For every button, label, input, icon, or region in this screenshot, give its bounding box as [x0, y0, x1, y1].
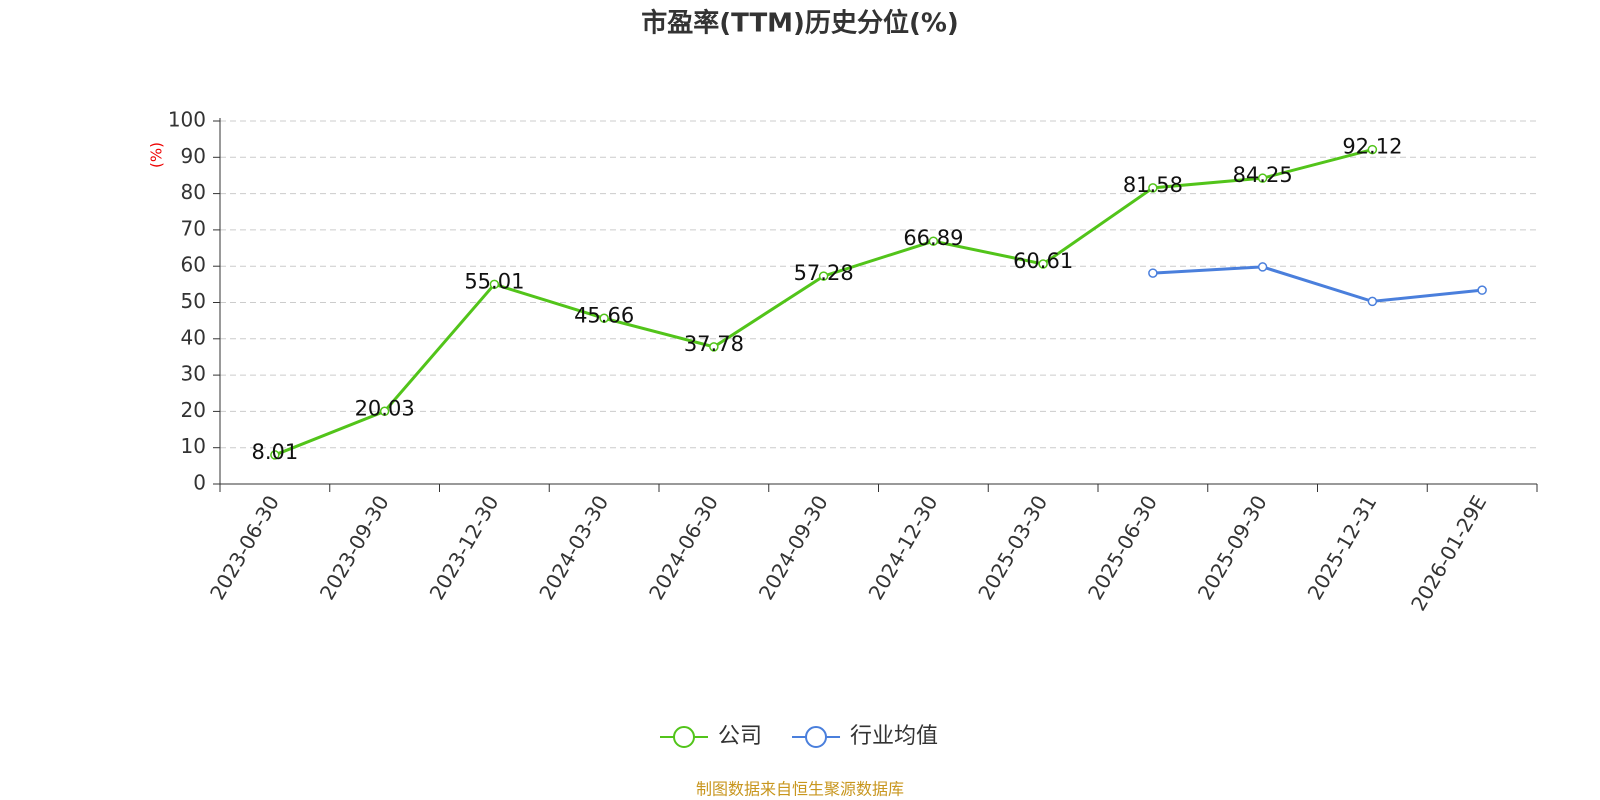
- point: [1257, 262, 1268, 272]
- point: [1367, 144, 1378, 155]
- x-tick-label: 2024-03-30: [534, 491, 613, 604]
- legend-label: 行业均值: [850, 724, 938, 749]
- point: [1477, 285, 1487, 295]
- point: [928, 236, 939, 246]
- y-axis-label: (%): [148, 142, 166, 168]
- data-label: 20.03: [355, 396, 415, 420]
- y-tick-label: 100: [168, 108, 206, 132]
- data-label: 45.66: [574, 303, 634, 327]
- source-note: 制图数据来自恒生聚源数据库: [696, 780, 904, 799]
- x-tick-label: 2024-12-30: [864, 491, 943, 604]
- point: [709, 342, 719, 352]
- x-tick-label: 2025-09-30: [1193, 491, 1272, 604]
- y-tick-label: 50: [181, 289, 206, 313]
- data-label: 92.12: [1342, 135, 1402, 159]
- data-label: 55.01: [464, 269, 524, 293]
- point: [1367, 296, 1378, 307]
- y-tick-label: 80: [181, 180, 206, 204]
- x-tick-label: 2023-06-30: [205, 491, 284, 604]
- y-tick-label: 90: [181, 144, 206, 168]
- legend-marker: [805, 726, 828, 748]
- point: [818, 271, 829, 281]
- legend-label: 公司: [718, 724, 762, 749]
- y-tick-label: 40: [181, 325, 206, 349]
- data-label: 37.78: [684, 332, 744, 356]
- y-tick-label: 20: [181, 398, 206, 422]
- data-label: 57.28: [794, 261, 854, 285]
- y-tick-label: 70: [181, 216, 206, 240]
- x-tick-label: 2026-01-29E: [1406, 491, 1491, 615]
- data-label: 8.01: [251, 440, 298, 464]
- data-label: 81.58: [1123, 173, 1183, 197]
- y-tick-label: 60: [181, 253, 206, 277]
- point: [599, 313, 609, 324]
- x-tick-label: 2024-06-30: [644, 491, 723, 604]
- point: [1148, 268, 1158, 278]
- point: [489, 279, 500, 290]
- point: [1038, 259, 1048, 269]
- point: [379, 406, 390, 417]
- point: [1148, 183, 1158, 193]
- series-line: [1152, 265, 1483, 303]
- data-label: 60.61: [1013, 249, 1073, 273]
- x-tick-label: 2025-12-31: [1303, 491, 1382, 604]
- y-tick-label: 10: [181, 434, 206, 458]
- x-tick-label: 2023-09-30: [315, 491, 394, 604]
- y-tick-label: 0: [193, 471, 206, 495]
- x-tick-label: 2023-12-30: [425, 491, 504, 604]
- chart-title: 市盈率(TTM)历史分位(%): [641, 8, 959, 39]
- data-label: 66.89: [903, 226, 963, 250]
- data-label: 84.25: [1233, 163, 1293, 187]
- legend-marker: [673, 726, 695, 748]
- point: [270, 450, 280, 460]
- x-tick-label: 2025-06-30: [1083, 491, 1162, 604]
- x-tick-label: 2025-03-30: [973, 491, 1052, 604]
- y-tick-label: 30: [181, 362, 206, 386]
- point: [1257, 173, 1268, 183]
- x-tick-label: 2024-09-30: [754, 491, 833, 604]
